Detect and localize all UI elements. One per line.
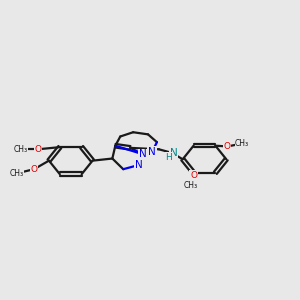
Text: H: H [165,152,172,161]
Text: N: N [135,160,143,170]
Text: O: O [31,165,38,174]
Text: O: O [224,142,231,151]
Text: N: N [139,149,147,159]
Text: CH₃: CH₃ [13,145,27,154]
Text: O: O [190,171,197,180]
Text: N: N [169,148,177,158]
Text: CH₃: CH₃ [9,169,23,178]
Text: CH₃: CH₃ [184,181,198,190]
Text: CH₃: CH₃ [235,139,249,148]
Text: N: N [148,147,156,157]
Text: O: O [34,145,41,154]
